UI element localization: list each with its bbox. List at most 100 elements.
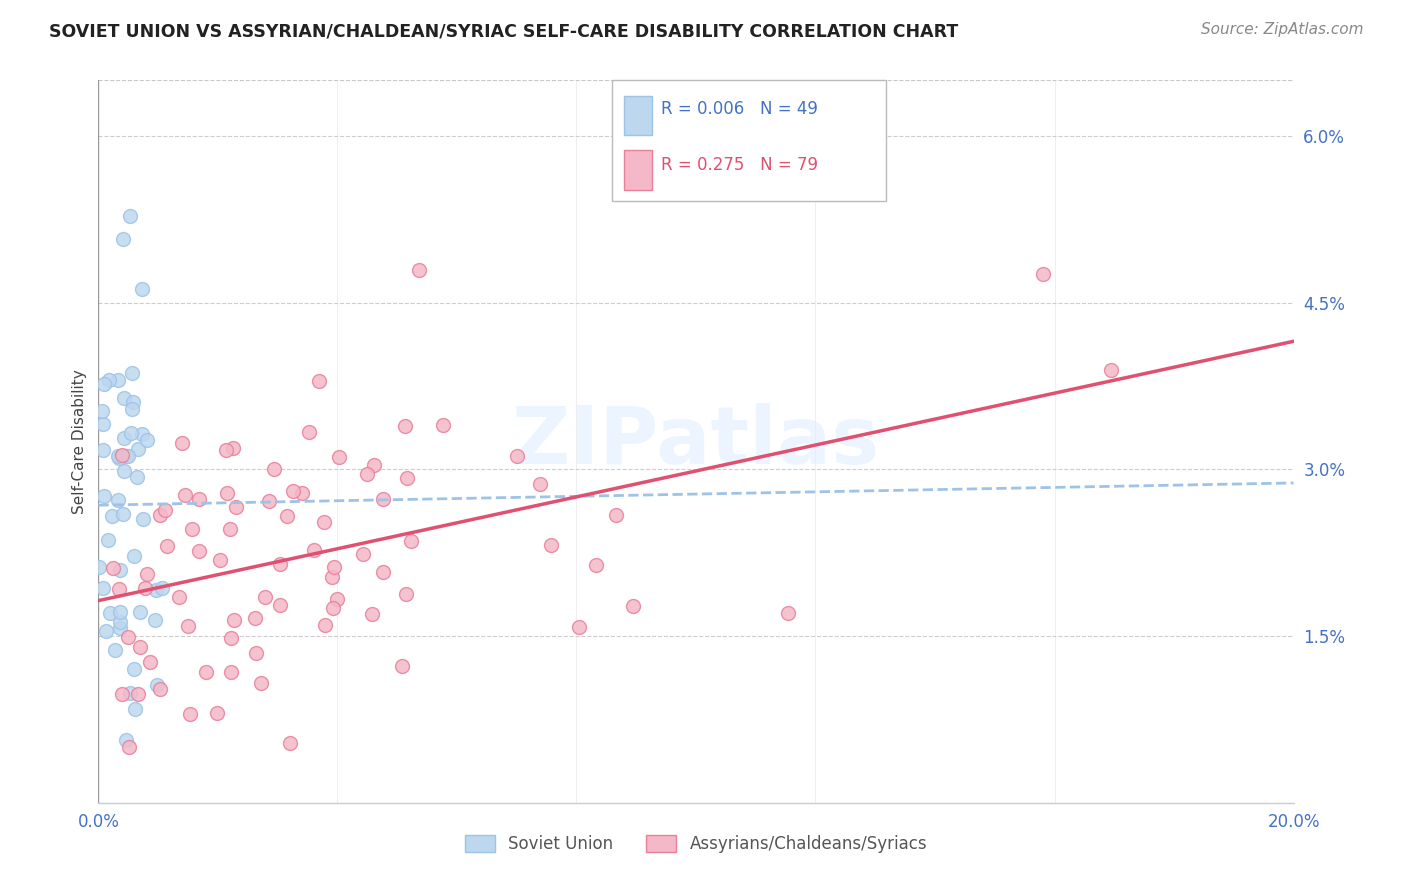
Point — [219, 665, 242, 679]
Point — [122, 549, 145, 564]
Point — [128, 640, 150, 654]
Point — [308, 374, 330, 388]
Point — [174, 488, 197, 502]
Point — [585, 558, 607, 572]
Y-axis label: Self-Care Disability: Self-Care Disability — [72, 369, 87, 514]
Point — [276, 508, 298, 523]
Point — [91, 581, 114, 595]
Point — [127, 470, 149, 484]
Point — [98, 606, 121, 620]
Point — [224, 613, 246, 627]
Point — [356, 467, 378, 481]
Point — [139, 655, 162, 669]
Point — [253, 590, 276, 604]
Point — [180, 522, 202, 536]
Point — [243, 611, 266, 625]
Point — [107, 450, 129, 464]
Point — [623, 599, 645, 614]
Point — [131, 427, 153, 442]
Point — [208, 553, 231, 567]
Point — [134, 581, 156, 595]
Point — [112, 507, 135, 521]
Point — [219, 631, 242, 645]
Point — [187, 544, 209, 558]
Point — [394, 419, 416, 434]
Point — [91, 417, 114, 431]
Point — [121, 367, 143, 381]
Point — [124, 701, 146, 715]
Point — [215, 442, 238, 457]
Text: R = 0.275   N = 79: R = 0.275 N = 79 — [661, 155, 818, 174]
Point — [136, 434, 159, 448]
Point — [108, 605, 131, 619]
Text: Source: ZipAtlas.com: Source: ZipAtlas.com — [1201, 22, 1364, 37]
Point — [371, 565, 394, 579]
Point — [104, 643, 127, 657]
Point — [89, 560, 111, 574]
Point — [323, 560, 346, 574]
Point — [115, 733, 138, 747]
Point — [121, 395, 143, 409]
Point — [219, 522, 242, 536]
Point — [222, 441, 245, 455]
Point — [269, 599, 291, 613]
Point — [107, 374, 129, 388]
Point — [360, 607, 382, 621]
Point — [167, 590, 190, 604]
Point — [373, 492, 395, 507]
Point — [135, 566, 157, 581]
Point — [540, 538, 562, 552]
Point — [111, 232, 134, 246]
Point — [129, 605, 152, 619]
Text: ZIPatlas: ZIPatlas — [512, 402, 880, 481]
Point — [118, 209, 141, 223]
Point — [328, 450, 350, 464]
Point — [93, 377, 115, 392]
Point — [399, 534, 422, 549]
Point — [170, 435, 193, 450]
Point — [131, 282, 153, 296]
Point — [391, 658, 413, 673]
Point — [107, 450, 129, 465]
Point — [118, 739, 141, 754]
Point — [108, 615, 131, 630]
Point — [278, 736, 301, 750]
Point — [290, 486, 312, 500]
Point — [257, 493, 280, 508]
Point — [194, 665, 217, 680]
Point — [91, 443, 114, 458]
Point — [281, 483, 304, 498]
Point — [98, 373, 121, 387]
Point — [121, 402, 143, 417]
Point — [321, 570, 343, 584]
Point — [150, 581, 173, 595]
Point — [145, 678, 167, 692]
Point — [114, 449, 136, 463]
Point — [156, 539, 179, 553]
Point — [269, 558, 291, 572]
Point — [101, 509, 124, 524]
Point — [245, 646, 267, 660]
Point — [298, 425, 321, 439]
Point — [96, 624, 118, 638]
Point — [149, 682, 172, 697]
Point — [207, 706, 229, 721]
Point — [394, 587, 416, 601]
Point — [93, 489, 115, 503]
Point — [250, 675, 273, 690]
Point — [363, 458, 385, 472]
Text: R = 0.006   N = 49: R = 0.006 N = 49 — [661, 100, 818, 118]
Point — [1099, 363, 1122, 377]
Point — [107, 493, 129, 508]
Point — [132, 512, 155, 526]
Point — [127, 442, 149, 456]
Point — [302, 542, 325, 557]
Point — [108, 562, 131, 576]
Point — [97, 533, 120, 548]
Point — [127, 687, 149, 701]
Point — [108, 582, 131, 596]
Point — [408, 262, 430, 277]
Point — [117, 449, 139, 463]
Point — [143, 613, 166, 627]
Point — [149, 508, 172, 523]
